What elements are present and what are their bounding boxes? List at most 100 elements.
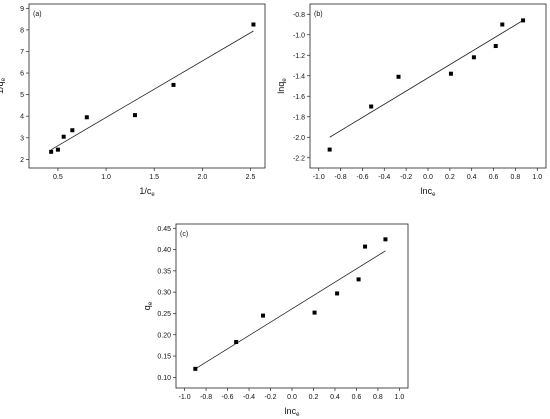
y-axis-title-subscript: e [148, 301, 154, 305]
x-tick-label: 2.0 [198, 174, 208, 181]
x-tick-label: -0.6 [356, 174, 368, 181]
y-tick-label: 5 [20, 92, 24, 99]
y-tick-label: 2 [20, 157, 24, 164]
x-tick-label: 1.0 [395, 394, 405, 401]
y-axis-title-main: q [142, 305, 152, 310]
data-point [471, 55, 476, 60]
data-point [171, 82, 176, 87]
x-axis-title-main: lnc [285, 406, 297, 416]
y-tick-label: 8 [20, 27, 24, 34]
x-tick-label: 2.5 [246, 174, 256, 181]
x-axis-title-subscript: e [296, 412, 300, 418]
data-point [521, 18, 526, 23]
x-axis-title-main: lnc [421, 186, 433, 196]
x-tick-label: 0.4 [467, 174, 477, 181]
x-tick-label: 0.2 [445, 174, 455, 181]
data-point [55, 147, 60, 152]
y-tick-label: 4 [20, 114, 24, 121]
x-axis-title-subscript: e [151, 192, 155, 198]
x-tick-label: -1.0 [313, 174, 325, 181]
y-tick-label: 7 [20, 49, 24, 56]
x-tick-label: 1.0 [532, 174, 542, 181]
panel-label: (c) [180, 231, 188, 238]
x-axis-title-subscript: e [432, 192, 436, 198]
x-tick-label: 0.8 [373, 394, 383, 401]
data-point [335, 291, 340, 296]
x-tick-label: -0.2 [264, 394, 276, 401]
data-point [70, 128, 75, 133]
data-point [132, 113, 137, 118]
chart-panel-c: -1.0 -0.8 -0.6 -0.4 -0.2 0.0 0.2 0.4 0.6 0.8 1.0 0.… [142, 223, 409, 418]
x-tick-label: 0.4 [330, 394, 340, 401]
x-axis-title-main: 1/c [139, 186, 152, 196]
x-tick-label: 0.0 [423, 174, 433, 181]
x-tick-label: 0.2 [309, 394, 319, 401]
y-tick-label: -2.0 [293, 135, 305, 142]
y-axis-title: lnqe [276, 78, 288, 94]
data-point [251, 22, 256, 27]
data-point [383, 237, 388, 242]
x-tick-label: 0.8 [511, 174, 521, 181]
y-tick-label: 0.25 [157, 311, 171, 318]
y-tick-label: -1.4 [293, 73, 305, 80]
x-tick-label: 1.0 [101, 174, 111, 181]
data-point [369, 104, 374, 109]
data-point [356, 277, 361, 282]
fit-line [50, 30, 254, 151]
data-point [500, 22, 505, 27]
x-tick-label: -0.8 [335, 174, 347, 181]
x-tick-label: 0.6 [352, 394, 362, 401]
data-point [396, 74, 401, 79]
y-tick-label: 0.15 [157, 354, 171, 361]
data-point [234, 339, 239, 344]
data-point [448, 71, 453, 76]
plot-frame [309, 3, 547, 169]
y-axis-title-subscript: e [282, 78, 288, 82]
x-axis-title: 1/ce [139, 186, 155, 198]
x-axis-title: lnce [421, 186, 437, 198]
x-axis-title: lnce [285, 406, 301, 418]
x-tick-label: -0.4 [243, 394, 255, 401]
data-point [493, 44, 498, 49]
x-tick-label: 0.0 [287, 394, 297, 401]
x-tick-label: -0.8 [200, 394, 212, 401]
y-tick-label: 6 [20, 71, 24, 78]
chart-panel-b: -1.0 -0.8 -0.6 -0.4 -0.2 0.0 0.2 0.4 0.6 0.8 1.0 -2… [276, 3, 547, 198]
plot-frame [175, 223, 409, 389]
y-tick-label: 3 [20, 135, 24, 142]
x-tick-label: 0.5 [53, 174, 63, 181]
fit-line [195, 250, 386, 370]
x-tick-label: -0.2 [400, 174, 412, 181]
y-tick-label: -1.8 [293, 114, 305, 121]
x-tick-label: -1.0 [179, 394, 191, 401]
y-axis-title-subscript: e [1, 77, 7, 81]
y-tick-label: 0.35 [157, 268, 171, 275]
plot-frame [28, 3, 266, 169]
y-tick-label: -1.6 [293, 94, 305, 101]
y-axis-title: qe [142, 301, 154, 310]
y-tick-label: -1.0 [293, 32, 305, 39]
y-tick-label: 0.20 [157, 332, 171, 339]
y-tick-label: 9 [20, 6, 24, 13]
x-tick-label: 1.5 [149, 174, 159, 181]
data-point [327, 147, 332, 152]
y-tick-label: -1.2 [293, 53, 305, 60]
x-tick-label: 0.6 [489, 174, 499, 181]
data-point [261, 313, 265, 318]
y-axis-title-main: lnq [276, 82, 286, 94]
data-point [61, 134, 66, 139]
y-axis-title-main: 1/q [0, 81, 5, 94]
y-axis-title: 1/qe [0, 77, 7, 94]
y-tick-label: 0.30 [157, 290, 171, 297]
x-tick-label: -0.6 [222, 394, 234, 401]
panel-label: (a) [33, 11, 42, 18]
y-tick-label: 0.45 [157, 226, 171, 233]
data-point [363, 244, 368, 249]
x-tick-label: -0.4 [378, 174, 390, 181]
y-tick-label: -0.8 [293, 12, 305, 19]
fit-line [329, 20, 524, 138]
data-point [312, 310, 317, 315]
y-tick-label: 0.10 [157, 375, 171, 382]
data-point [49, 149, 54, 154]
